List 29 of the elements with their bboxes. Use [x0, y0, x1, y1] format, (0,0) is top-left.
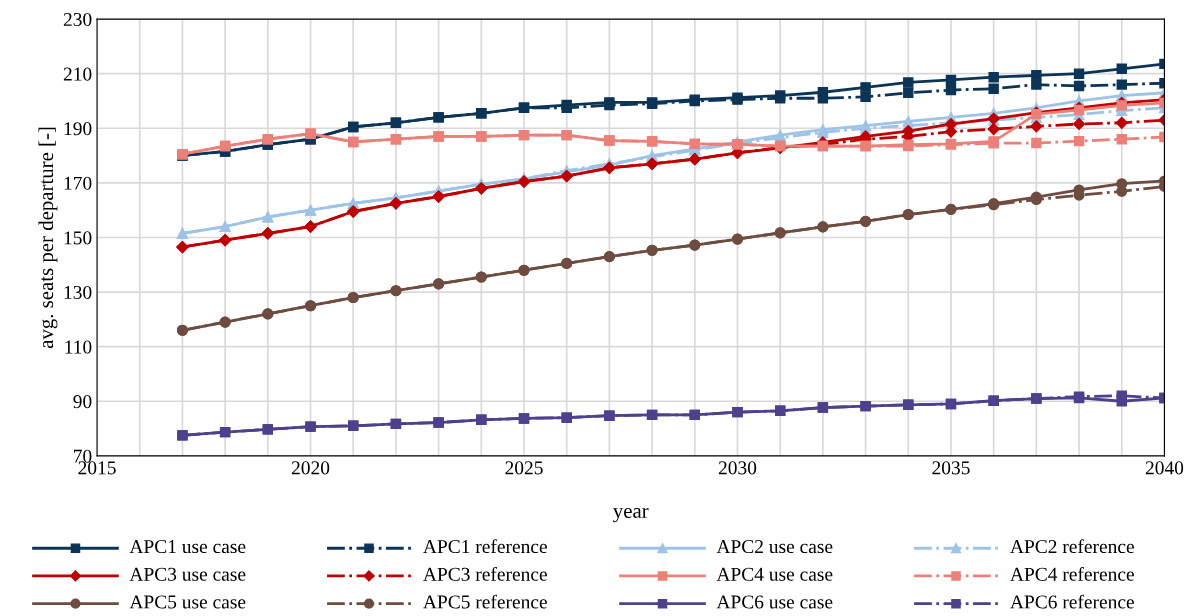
legend-label: APC6 reference [1010, 594, 1134, 609]
x-tick-label: 2035 [932, 461, 970, 475]
y-tick-label: 110 [65, 340, 92, 354]
legend-label: APC3 use case [129, 567, 246, 581]
y-tick-label: 150 [64, 231, 92, 245]
legend-label: APC3 reference [423, 566, 547, 581]
y-tick-label: 70 [74, 449, 92, 463]
legend-label: APC5 reference [423, 594, 547, 609]
legend-label: APC2 reference [1010, 539, 1134, 554]
y-tick-label: 90 [73, 395, 92, 409]
y-tick-label: 190 [64, 122, 92, 136]
x-axis-title: year [613, 507, 649, 523]
y-axis-title: avg. seats per departure [-] [38, 127, 58, 349]
y-tick-label: 170 [64, 176, 92, 190]
x-tick-label: 2020 [291, 461, 330, 475]
x-tick-label: 2040 [1145, 461, 1184, 475]
legend-label: APC6 use case [716, 595, 833, 609]
legend-label: APC2 use case [716, 540, 833, 554]
y-tick-label: 230 [63, 12, 92, 27]
legend-label: APC1 use case [129, 540, 246, 554]
legend-label: APC4 reference [1010, 566, 1134, 581]
x-tick-label: 2015 [78, 461, 116, 475]
legend-label: APC5 use case [129, 595, 246, 609]
y-tick-label: 210 [63, 67, 92, 81]
legend-label: APC4 use case [716, 567, 833, 581]
x-tick-label: 2030 [718, 461, 757, 475]
legend-label: APC1 reference [423, 539, 547, 554]
y-tick-label: 130 [64, 285, 92, 299]
x-tick-label: 2025 [505, 461, 543, 475]
